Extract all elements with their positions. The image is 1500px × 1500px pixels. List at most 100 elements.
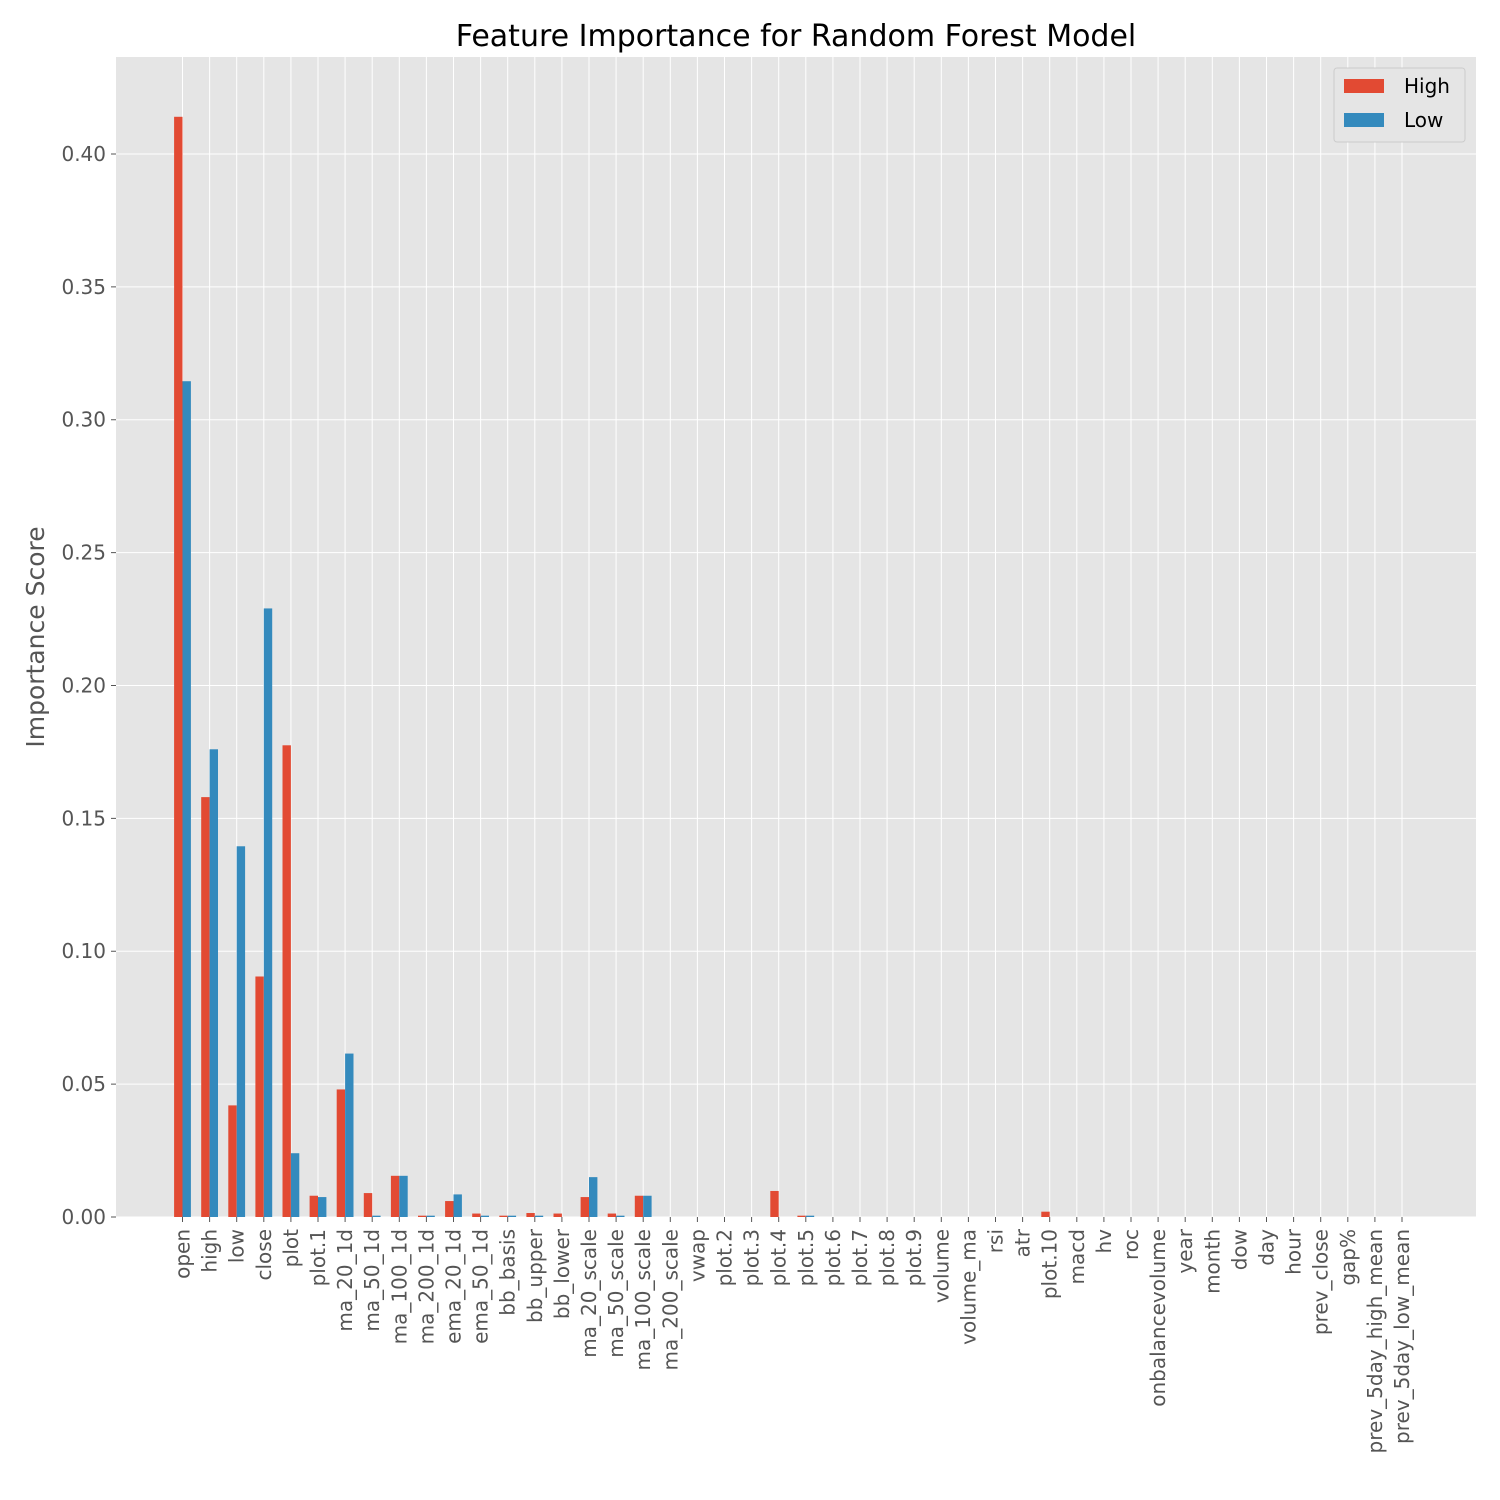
x-tick-label: high bbox=[198, 1229, 222, 1273]
bar-high-ema_20_1d bbox=[445, 1201, 454, 1217]
x-tick-label: open bbox=[171, 1229, 195, 1279]
x-tick-label: dow bbox=[1227, 1229, 1251, 1270]
y-tick-labels: 0.00 0.05 0.10 0.15 0.20 0.25 0.30 0.35 0.40 bbox=[61, 142, 116, 1229]
x-tick-label: atr bbox=[1011, 1228, 1035, 1257]
bar-low-low bbox=[236, 846, 246, 1217]
y-tick-label: 0.05 bbox=[61, 1072, 106, 1096]
x-tick-label: ma_50_1d bbox=[360, 1229, 384, 1332]
x-tick-label: plot.4 bbox=[767, 1229, 791, 1286]
x-tick-label: volume bbox=[929, 1229, 953, 1303]
y-tick-label: 0.35 bbox=[61, 275, 106, 299]
x-tick-label: plot.3 bbox=[740, 1229, 764, 1286]
x-tick-label: close bbox=[252, 1229, 276, 1281]
bar-high-plot bbox=[282, 745, 291, 1217]
x-tick-label: plot.7 bbox=[848, 1229, 872, 1286]
bar-low-ma_100_scale bbox=[643, 1195, 652, 1217]
legend: High Low bbox=[1333, 67, 1466, 143]
bar-high-ma_200_1d bbox=[418, 1215, 427, 1217]
x-tick-label: ma_20_1d bbox=[333, 1229, 357, 1332]
x-tick-label: plot.6 bbox=[821, 1229, 845, 1286]
x-tick-label: hv bbox=[1092, 1229, 1116, 1254]
y-tick-label: 0.25 bbox=[61, 541, 106, 565]
x-tick-label: ma_20_scale bbox=[577, 1229, 601, 1358]
bar-high-ma_50_1d bbox=[363, 1193, 373, 1217]
x-tick-label: plot.8 bbox=[875, 1229, 899, 1286]
x-tick-label: hour bbox=[1282, 1228, 1306, 1275]
x-tick-label: volume_ma bbox=[956, 1229, 980, 1345]
x-tick-label: ema_20_1d bbox=[442, 1229, 466, 1344]
y-axis-label: Importance Score bbox=[21, 526, 50, 747]
bar-low-ma_20_scale bbox=[589, 1177, 598, 1217]
bars bbox=[174, 116, 1050, 1218]
bar-low-plot.1 bbox=[318, 1197, 327, 1217]
bar-high-open bbox=[174, 116, 183, 1217]
bar-low-ema_20_1d bbox=[453, 1194, 462, 1217]
x-tick-label: month bbox=[1200, 1229, 1224, 1294]
bar-high-ma_100_1d bbox=[390, 1175, 400, 1217]
x-tick-label: ma_100_1d bbox=[387, 1229, 411, 1344]
x-tick-label: rsi bbox=[984, 1229, 1008, 1253]
y-gridlines bbox=[116, 153, 1476, 1218]
bar-high-plot.5 bbox=[797, 1215, 806, 1217]
bar-low-close bbox=[263, 608, 273, 1217]
x-tick-label: plot.5 bbox=[794, 1229, 818, 1286]
x-tick-label: plot.2 bbox=[713, 1229, 737, 1286]
bar-low-open bbox=[182, 381, 191, 1218]
x-tick-label: ema_50_1d bbox=[469, 1229, 493, 1344]
bar-low-plot bbox=[290, 1153, 300, 1217]
bar-high-ma_100_scale bbox=[634, 1195, 644, 1217]
y-tick-label: 0.15 bbox=[61, 806, 106, 830]
x-tick-label: plot.10 bbox=[1038, 1229, 1062, 1299]
bar-low-bb_basis bbox=[507, 1215, 517, 1217]
y-tick-label: 0.40 bbox=[61, 142, 106, 166]
bar-high-bb_lower bbox=[553, 1213, 562, 1217]
x-tick-label: ma_200_1d bbox=[414, 1229, 438, 1344]
bar-high-bb_basis bbox=[499, 1215, 508, 1217]
x-tick-label: low bbox=[225, 1229, 249, 1263]
bar-high-bb_upper bbox=[526, 1213, 535, 1217]
legend-label-high: High bbox=[1404, 74, 1450, 98]
x-tick-label: plot bbox=[279, 1229, 303, 1267]
x-tick-label: ma_50_scale bbox=[604, 1229, 628, 1358]
x-tick-label: roc bbox=[1119, 1229, 1143, 1260]
x-tick-label: bb_lower bbox=[550, 1228, 574, 1319]
y-tick-label: 0.00 bbox=[61, 1205, 106, 1229]
x-tick-label: year bbox=[1173, 1228, 1197, 1273]
bar-low-ma_200_1d bbox=[426, 1215, 435, 1217]
bar-low-ma_50_1d bbox=[372, 1215, 381, 1217]
bar-high-low bbox=[228, 1105, 237, 1217]
bar-low-high bbox=[209, 749, 218, 1217]
bar-high-close bbox=[255, 976, 264, 1217]
x-tick-label: ma_200_scale bbox=[658, 1229, 682, 1370]
x-tick-label: prev_5day_low_mean bbox=[1390, 1229, 1414, 1444]
bar-high-high bbox=[201, 797, 210, 1217]
x-tick-label: prev_5day_high_mean bbox=[1363, 1229, 1387, 1453]
x-tick-labels: open high low close plot plot.1 ma_20_1d ma_50_… bbox=[171, 1217, 1414, 1453]
bar-high-plot.1 bbox=[309, 1195, 318, 1217]
legend-swatch-high bbox=[1344, 79, 1384, 93]
y-tick-label: 0.10 bbox=[61, 939, 106, 963]
x-tick-label: onbalancevolume bbox=[1146, 1229, 1170, 1407]
x-tick-label: gap% bbox=[1336, 1229, 1360, 1286]
bar-high-ma_50_scale bbox=[607, 1213, 617, 1217]
x-tick-label: macd bbox=[1065, 1229, 1089, 1284]
legend-label-low: Low bbox=[1404, 108, 1443, 132]
x-tick-label: bb_basis bbox=[496, 1229, 520, 1316]
bar-high-plot.4 bbox=[770, 1190, 779, 1217]
x-tick-label: vwap bbox=[685, 1229, 709, 1282]
bar-high-plot.10 bbox=[1041, 1211, 1050, 1217]
bar-high-ma_20_scale bbox=[580, 1197, 589, 1217]
x-tick-label: plot.1 bbox=[306, 1229, 330, 1286]
x-tick-label: plot.9 bbox=[902, 1229, 926, 1286]
x-tick-label: bb_upper bbox=[523, 1228, 547, 1323]
bar-high-ema_50_1d bbox=[472, 1213, 481, 1217]
bar-low-ma_100_1d bbox=[399, 1175, 408, 1217]
x-tick-label: prev_close bbox=[1309, 1229, 1333, 1335]
legend-swatch-low bbox=[1344, 113, 1384, 127]
chart-title: Feature Importance for Random Forest Mod… bbox=[456, 19, 1137, 54]
x-tick-label: ma_100_scale bbox=[631, 1229, 655, 1370]
bar-high-ma_20_1d bbox=[336, 1089, 346, 1217]
bar-low-ma_50_scale bbox=[616, 1215, 625, 1217]
y-tick-label: 0.20 bbox=[61, 673, 106, 697]
